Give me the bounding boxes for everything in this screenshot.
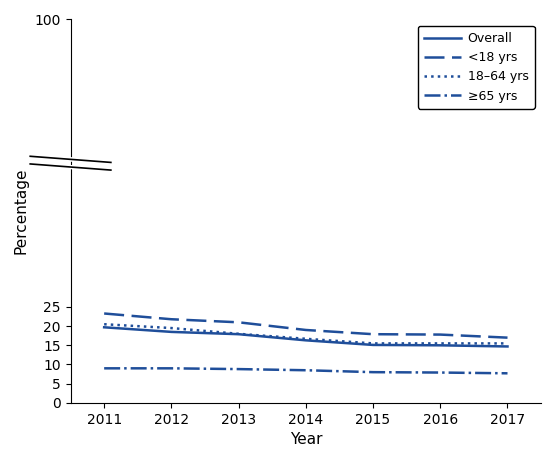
Overall <box>504 344 511 349</box>
<18 yrs <box>437 332 443 337</box>
Overall <box>101 325 108 330</box>
<18 yrs <box>504 335 511 340</box>
Line: <18 yrs: <18 yrs <box>104 313 507 337</box>
<18 yrs <box>101 311 108 316</box>
≥65 yrs <box>168 366 175 371</box>
<18 yrs <box>302 327 309 333</box>
Overall <box>235 331 242 337</box>
≥65 yrs <box>437 370 443 375</box>
≥65 yrs <box>370 369 376 375</box>
≥65 yrs <box>235 366 242 372</box>
Overall <box>437 343 443 348</box>
Line: Overall: Overall <box>104 327 507 347</box>
18–64 yrs <box>235 331 242 337</box>
X-axis label: Year: Year <box>290 432 322 447</box>
≥65 yrs <box>302 367 309 373</box>
≥65 yrs <box>101 366 108 371</box>
18–64 yrs <box>437 341 443 346</box>
<18 yrs <box>235 319 242 325</box>
18–64 yrs <box>370 341 376 346</box>
Overall <box>168 329 175 335</box>
Line: 18–64 yrs: 18–64 yrs <box>104 324 507 343</box>
Overall <box>370 342 376 348</box>
Legend: Overall, <18 yrs, 18–64 yrs, ≥65 yrs: Overall, <18 yrs, 18–64 yrs, ≥65 yrs <box>418 26 535 109</box>
Overall <box>302 337 309 343</box>
<18 yrs <box>370 331 376 337</box>
≥65 yrs <box>504 371 511 376</box>
<18 yrs <box>168 316 175 322</box>
Line: ≥65 yrs: ≥65 yrs <box>104 368 507 373</box>
Y-axis label: Percentage: Percentage <box>14 168 29 254</box>
18–64 yrs <box>101 321 108 327</box>
18–64 yrs <box>504 341 511 346</box>
18–64 yrs <box>302 336 309 342</box>
18–64 yrs <box>168 325 175 331</box>
